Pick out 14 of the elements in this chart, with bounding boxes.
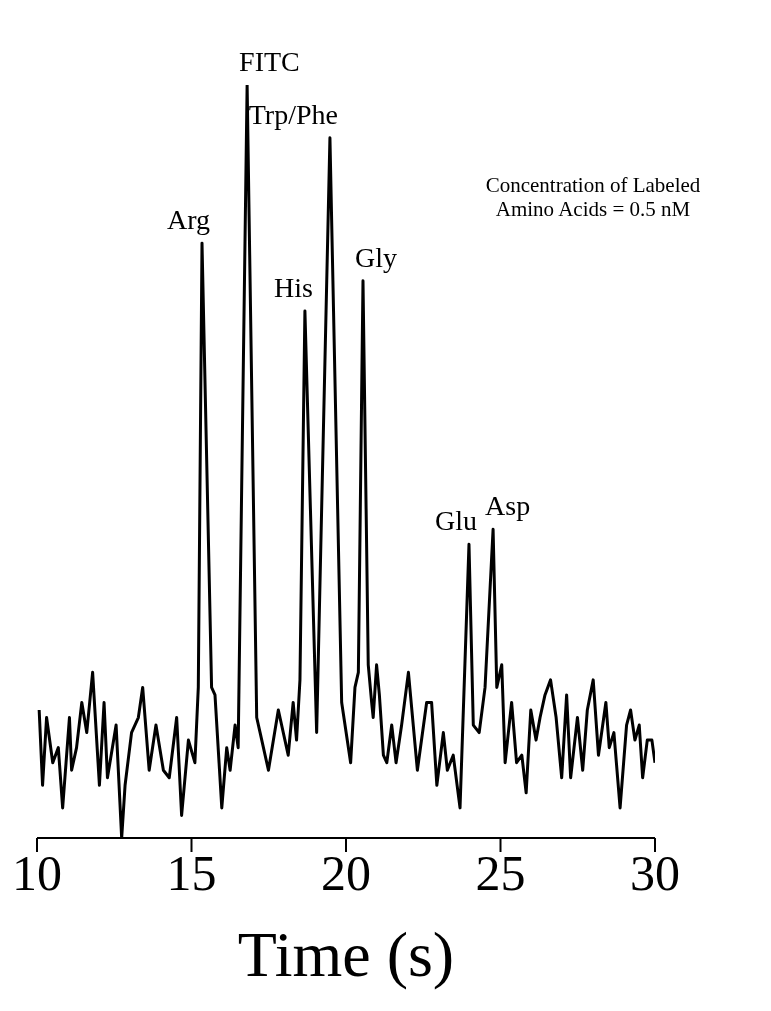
x-axis-title: Time (s): [237, 919, 455, 990]
x-tick-label: 20: [321, 844, 371, 901]
annotation: Gly: [354, 241, 397, 273]
annotation: Arg: [166, 204, 211, 236]
annotation: Trp/Phe: [248, 98, 338, 130]
annotation: Concentration of Labeled Amino Acids = 0.5 nM: [484, 173, 702, 221]
annotation: Asp: [485, 490, 531, 522]
annotation: Glu: [434, 505, 477, 537]
annotation: His: [274, 271, 313, 303]
x-tick-label: 15: [166, 844, 217, 901]
x-tick-label: 10: [12, 844, 62, 901]
annotation: FITC: [239, 46, 300, 77]
x-tick-label: 25: [475, 844, 526, 901]
x-tick-label: 30: [630, 844, 680, 901]
